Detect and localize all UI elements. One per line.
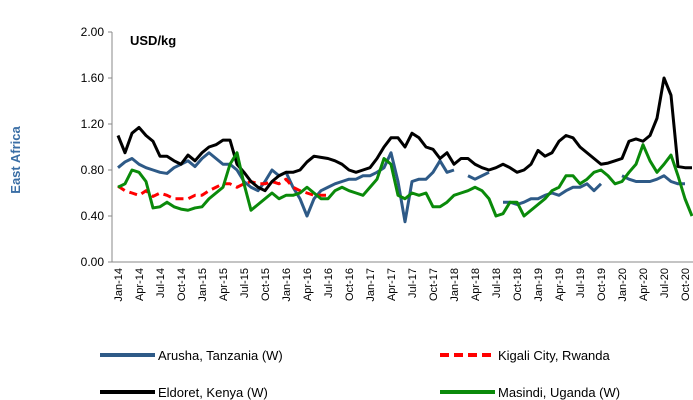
series-line bbox=[621, 174, 685, 186]
x-tick-label: Oct-17 bbox=[428, 268, 440, 301]
x-tick-label: Apr-17 bbox=[386, 268, 398, 301]
x-tick-label: Apr-19 bbox=[554, 268, 566, 301]
series-line bbox=[116, 76, 692, 193]
x-tick-label: Oct-14 bbox=[176, 268, 188, 301]
y-tick-label: 2.00 bbox=[81, 25, 105, 39]
x-tick-label: Apr-14 bbox=[134, 268, 146, 301]
x-tick-label: Jul-18 bbox=[491, 268, 503, 298]
x-tick-label: Oct-15 bbox=[260, 268, 272, 301]
x-tick-label: Jan-16 bbox=[281, 268, 293, 302]
legend-label: Kigali City, Rwanda bbox=[498, 348, 611, 363]
x-tick-label: Jul-17 bbox=[407, 268, 419, 298]
series-line bbox=[117, 177, 328, 201]
y-tick-label: 0.00 bbox=[81, 255, 105, 269]
x-tick-label: Jan-15 bbox=[197, 268, 209, 302]
x-tick-label: Oct-16 bbox=[344, 268, 356, 301]
x-tick-label: Jul-14 bbox=[155, 268, 167, 298]
x-tick-label: Apr-16 bbox=[302, 268, 314, 301]
x-tick-label: Jan-14 bbox=[113, 268, 125, 302]
x-tick-label: Apr-15 bbox=[218, 268, 230, 301]
y-tick-label: 0.80 bbox=[81, 163, 105, 177]
x-tick-label: Apr-18 bbox=[470, 268, 482, 301]
x-tick-label: Jul-19 bbox=[575, 268, 587, 298]
series-line bbox=[117, 151, 455, 224]
x-tick-label: Jul-15 bbox=[239, 268, 251, 298]
x-tick-label: Jul-20 bbox=[659, 268, 671, 298]
series-line bbox=[467, 170, 490, 181]
x-tick-label: Oct-20 bbox=[680, 268, 692, 301]
x-tick-label: Oct-19 bbox=[596, 268, 608, 301]
x-tick-label: Jan-17 bbox=[365, 268, 377, 302]
y-tick-label: 1.60 bbox=[81, 71, 105, 85]
x-tick-label: Oct-18 bbox=[512, 268, 524, 301]
x-tick-label: Apr-20 bbox=[638, 268, 650, 301]
series-line bbox=[117, 143, 693, 218]
x-tick-label: Jan-19 bbox=[533, 268, 545, 302]
legend-label: Arusha, Tanzania (W) bbox=[158, 348, 283, 363]
y-tick-label: 1.20 bbox=[81, 117, 105, 131]
x-tick-label: Jul-16 bbox=[323, 268, 335, 298]
x-tick-label: Jan-18 bbox=[449, 268, 461, 302]
y-tick-label: 0.40 bbox=[81, 209, 105, 223]
y-axis-label: East Africa bbox=[8, 126, 23, 194]
legend-label: Eldoret, Kenya (W) bbox=[158, 385, 268, 400]
x-tick-label: Jan-20 bbox=[617, 268, 629, 302]
chart-title: USD/kg bbox=[130, 33, 176, 48]
legend-label: Masindi, Uganda (W) bbox=[498, 385, 620, 400]
